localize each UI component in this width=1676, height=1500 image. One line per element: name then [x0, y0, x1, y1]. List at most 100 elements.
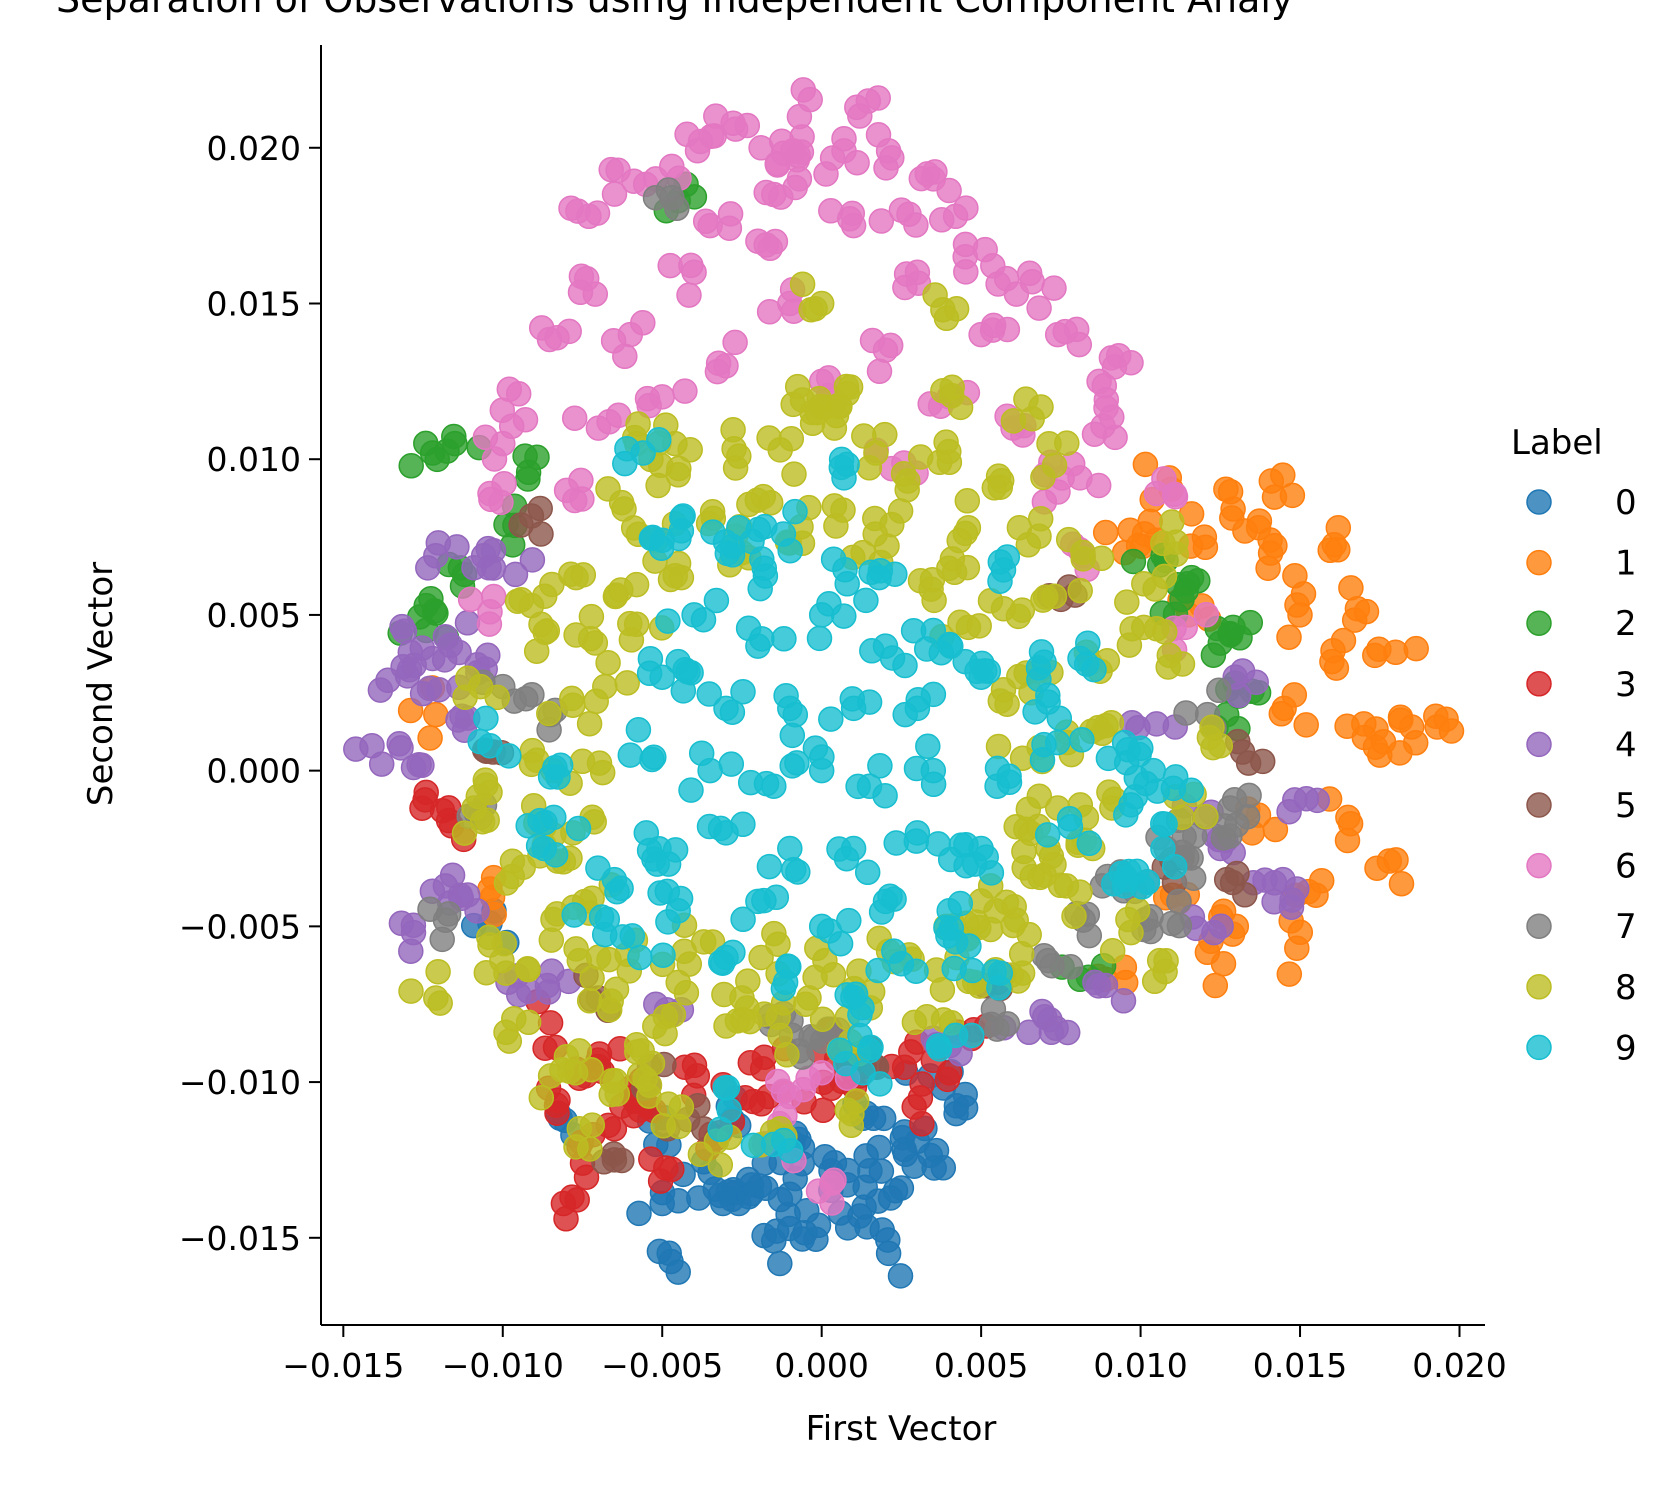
point-9-53-0 — [719, 699, 746, 725]
point-8-61-1 — [1016, 921, 1042, 948]
point-9-22-1 — [856, 1037, 883, 1064]
point-6-10-2 — [785, 142, 812, 169]
point-8-32-1 — [666, 1113, 692, 1140]
point-6-52-2 — [903, 212, 929, 238]
point-8-36-2 — [707, 1152, 734, 1178]
point-6-37-1 — [676, 282, 702, 308]
point-8-46-1 — [539, 571, 565, 598]
point-6-36-2 — [836, 206, 863, 232]
point-9-43-2 — [655, 909, 681, 935]
point-9-0-0 — [646, 427, 672, 453]
point-8-51-2 — [756, 425, 782, 451]
point-1-4-2 — [1232, 518, 1258, 544]
point-4-0-1 — [343, 736, 369, 762]
point-6-4-2 — [734, 112, 761, 139]
point-8-6-1 — [484, 684, 510, 711]
point-8-56-2 — [1030, 587, 1056, 613]
point-8-47-1 — [534, 618, 561, 644]
point-8-48-2 — [595, 476, 621, 502]
point-9-1-2 — [828, 454, 855, 481]
point-7-19-0 — [1180, 865, 1207, 891]
point-3-12-0 — [810, 1097, 836, 1124]
point-9-4-1 — [669, 504, 695, 531]
point-6-3-2 — [684, 137, 711, 164]
point-6-24-2 — [568, 263, 595, 290]
point-8-34-2 — [636, 1083, 662, 1109]
point-9-60-2 — [881, 886, 907, 912]
point-8-107-2 — [983, 898, 1009, 924]
point-8-72-1 — [536, 700, 562, 727]
point-9-73-1 — [937, 846, 964, 873]
point-1-8-2 — [1388, 870, 1415, 897]
point-0-6-2 — [626, 1200, 652, 1227]
point-9-70-1 — [637, 646, 664, 672]
point-8-74-2 — [602, 583, 629, 610]
point-6-51-2 — [768, 184, 794, 210]
point-9-2-1 — [777, 537, 803, 564]
point-8-106-2 — [1015, 796, 1042, 823]
point-8-96-0 — [583, 688, 609, 715]
point-3-14-2 — [909, 1071, 935, 1097]
legend-item-1: 1 — [1526, 544, 1637, 584]
point-6-20-0 — [1085, 472, 1112, 499]
point-9-66-1 — [845, 773, 871, 800]
point-8-15-1 — [1036, 430, 1062, 457]
point-9-25 — [627, 944, 653, 971]
point-6-39-2 — [980, 312, 1007, 339]
point-1-29-1 — [1092, 519, 1119, 546]
point-3-2-2 — [553, 1206, 579, 1232]
point-8-77-2 — [744, 487, 771, 514]
point-8-22-1 — [1119, 615, 1145, 642]
point-8-36-1 — [687, 1141, 714, 1168]
point-9-28-2 — [542, 842, 569, 868]
point-9-59-2 — [751, 887, 777, 914]
point-9-20-2 — [925, 1033, 952, 1059]
point-9-27-2 — [604, 878, 630, 905]
point-1-20-2 — [1262, 532, 1288, 559]
legend-item-3: 3 — [1526, 665, 1637, 705]
point-6-12-2 — [558, 195, 584, 221]
point-9-56-2 — [920, 771, 947, 798]
y-tick-label: 0.020 — [207, 129, 301, 168]
point-5-2-2 — [609, 1147, 635, 1174]
point-9-55-2 — [678, 777, 704, 803]
point-7-18-0 — [1076, 922, 1103, 949]
point-8-25-2 — [1196, 724, 1223, 751]
point-9-44-0 — [947, 890, 974, 917]
point-8-56-0 — [1067, 577, 1093, 604]
point-8-3-2 — [489, 947, 515, 974]
point-8-1-1 — [496, 1028, 523, 1054]
point-4-18-2 — [1054, 1019, 1081, 1046]
point-9-29-1 — [527, 807, 553, 834]
point-8-28-2 — [1061, 903, 1087, 930]
point-6-8-2 — [605, 157, 631, 184]
point-8-104-2 — [994, 691, 1020, 717]
point-4-21-1 — [1304, 787, 1330, 814]
point-1-8-1 — [1364, 855, 1390, 881]
point-0-1-0 — [887, 1263, 914, 1289]
point-0-20-2 — [891, 1136, 917, 1163]
y-tick-label: 0.010 — [207, 440, 301, 479]
point-8-1-2 — [515, 1009, 542, 1036]
point-5-5-2 — [1219, 869, 1246, 896]
point-9-26-2 — [561, 902, 587, 928]
point-8-72-0 — [559, 685, 585, 712]
point-6-6-0 — [844, 149, 870, 176]
point-9-9-2 — [1022, 699, 1048, 725]
legend-marker — [1526, 852, 1552, 879]
point-3-2-1 — [564, 1187, 590, 1213]
point-9-5-2 — [648, 535, 675, 561]
point-8-21-2 — [1151, 563, 1178, 590]
point-7-4-1 — [519, 681, 545, 708]
point-4-5-2 — [409, 680, 436, 707]
point-9-13-1 — [1113, 866, 1140, 893]
point-8-90-0 — [735, 968, 761, 994]
point-9-49-2 — [747, 575, 773, 602]
point-8-4-2 — [469, 808, 496, 835]
point-9-13-2 — [1134, 869, 1161, 896]
point-9-70-2 — [678, 659, 704, 686]
point-6-54-0 — [953, 259, 979, 285]
point-1-17-2 — [1334, 827, 1361, 854]
point-3-17-1 — [532, 1035, 558, 1061]
point-9-47-2 — [772, 969, 799, 995]
